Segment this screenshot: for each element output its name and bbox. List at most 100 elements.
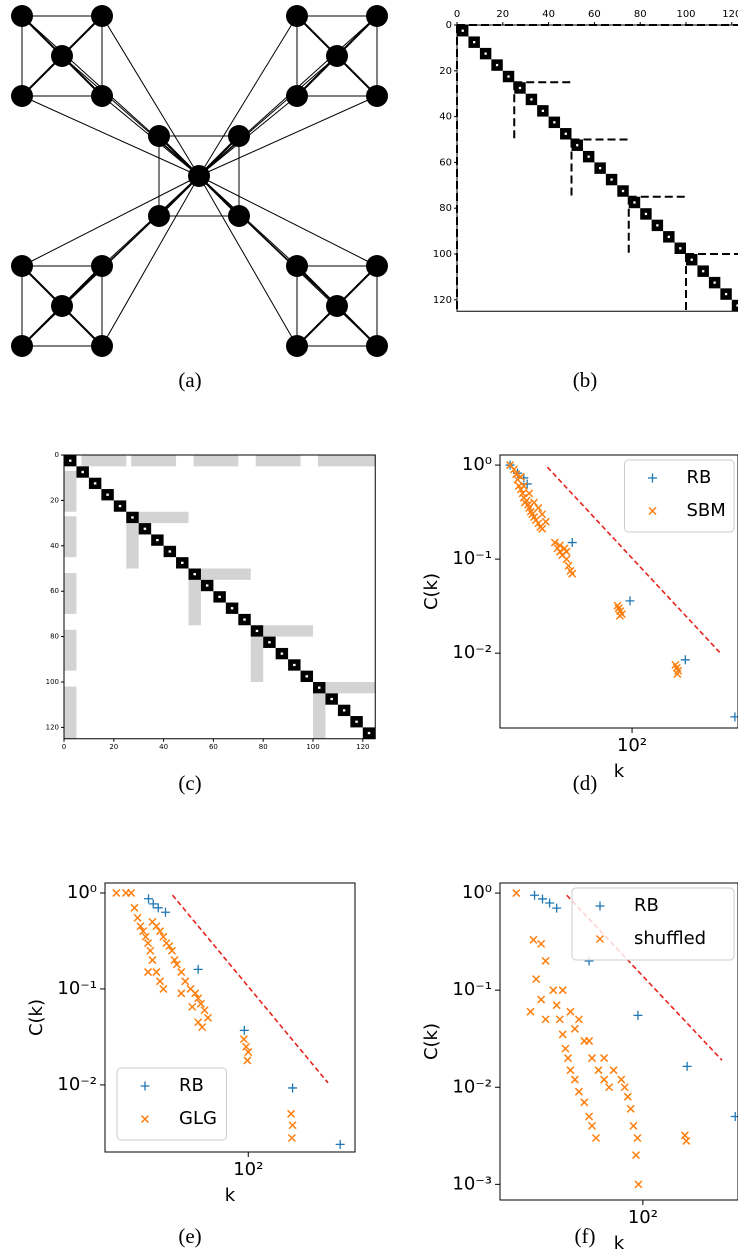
block — [731, 299, 738, 312]
edge — [198, 15, 298, 177]
node — [148, 125, 170, 147]
block-core — [317, 686, 321, 689]
block-core — [473, 41, 476, 44]
x-marker — [620, 1083, 629, 1092]
edge — [101, 175, 200, 347]
x-marker — [592, 1133, 601, 1143]
x-marker — [191, 989, 200, 998]
legend-box — [624, 459, 735, 533]
x-marker — [203, 1013, 213, 1022]
y-tick-label: 80 — [50, 633, 59, 641]
y-tick-label: 0 — [55, 451, 59, 459]
block-core — [131, 516, 134, 519]
block-band — [81, 455, 127, 467]
x-marker — [538, 510, 547, 519]
block-core — [633, 201, 636, 204]
block-core — [610, 178, 613, 181]
x-marker — [587, 1121, 597, 1130]
x-marker — [165, 941, 174, 951]
x-marker — [566, 1066, 575, 1075]
x-marker — [609, 1066, 618, 1075]
block-core — [461, 29, 464, 32]
plus-marker — [682, 1061, 692, 1071]
block-core — [330, 697, 333, 701]
x-marker — [146, 946, 155, 955]
x-marker — [682, 1136, 691, 1145]
plus-marker — [625, 596, 635, 606]
node — [91, 5, 113, 27]
block-core — [367, 731, 371, 735]
block-core — [118, 504, 122, 508]
x-marker — [541, 956, 550, 965]
node — [228, 205, 250, 227]
caption: (d) — [573, 771, 598, 795]
x-marker — [526, 1007, 535, 1016]
plus-marker — [538, 894, 548, 904]
reference-line — [546, 466, 721, 653]
plus-marker — [288, 1083, 298, 1093]
block-core — [293, 663, 296, 667]
legend-box — [116, 1067, 227, 1141]
x-axis-label: k — [225, 1185, 236, 1206]
plot-frame — [499, 454, 738, 729]
y-tick-label: 40 — [439, 112, 452, 123]
x-marker — [519, 481, 528, 490]
plus-marker — [595, 901, 605, 911]
block-core — [495, 63, 499, 67]
x-marker — [594, 1066, 603, 1075]
block-core — [81, 470, 84, 474]
x-marker — [529, 935, 538, 944]
x-marker — [133, 913, 142, 922]
x-marker — [634, 1180, 643, 1189]
block-band — [188, 579, 201, 626]
y-tick-label: 10⁻¹ — [57, 978, 97, 999]
node — [11, 5, 33, 27]
x-tick-label: 20 — [496, 9, 509, 20]
x-marker — [552, 1001, 561, 1010]
x-marker — [140, 1114, 150, 1124]
block-band — [325, 682, 376, 694]
node — [91, 255, 113, 277]
node — [51, 295, 73, 317]
x-marker — [648, 506, 657, 516]
block-core — [713, 281, 716, 284]
caption: (a) — [178, 368, 201, 392]
x-marker — [574, 1015, 583, 1024]
block-core — [690, 258, 693, 261]
x-marker — [139, 927, 148, 936]
node — [366, 85, 388, 107]
block-core — [541, 109, 545, 113]
x-marker — [537, 995, 546, 1004]
edge — [198, 95, 378, 177]
plot-frame — [456, 24, 738, 312]
x-tick-label: 10² — [233, 1159, 263, 1180]
node — [11, 85, 33, 107]
x-marker — [574, 1087, 583, 1096]
node — [366, 255, 388, 277]
x-marker — [541, 1015, 550, 1024]
x-marker — [170, 956, 179, 965]
block-core — [644, 212, 648, 216]
y-tick-label: 100 — [433, 249, 452, 260]
plus-marker — [161, 907, 171, 917]
x-marker — [568, 569, 577, 578]
plus-marker — [648, 473, 657, 483]
reference-line — [171, 894, 329, 1084]
y-axis-label: C(k) — [421, 573, 442, 610]
block-core — [255, 629, 259, 633]
block-core — [702, 270, 705, 273]
node — [286, 5, 308, 27]
y-tick-label: 60 — [439, 157, 452, 168]
block-core — [355, 720, 358, 723]
x-marker — [172, 960, 181, 969]
reference-line — [566, 894, 723, 1061]
x-tick-label: 60 — [588, 9, 601, 20]
node — [286, 85, 308, 107]
x-marker — [537, 939, 546, 948]
node — [366, 5, 388, 27]
legend-label: GLG — [179, 1108, 217, 1129]
node — [11, 335, 33, 357]
block-core — [230, 607, 234, 610]
node — [286, 335, 308, 357]
